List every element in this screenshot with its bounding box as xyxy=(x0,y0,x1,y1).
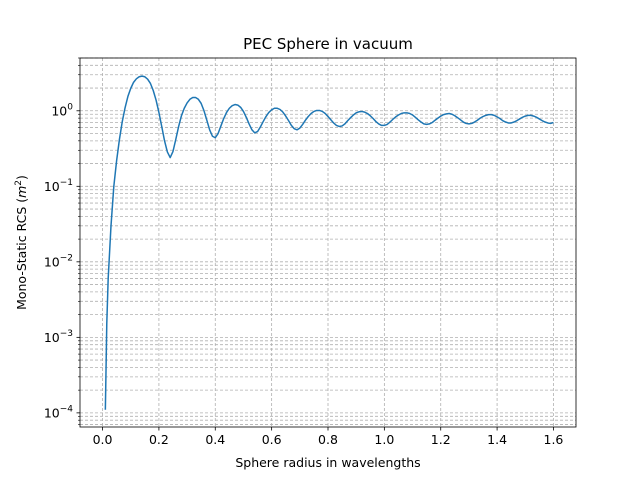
series-line-rcs xyxy=(104,75,554,410)
y-axis-label-unit: m xyxy=(14,186,29,198)
x-tick-label: 1.2 xyxy=(431,432,451,447)
plot-area xyxy=(104,75,554,410)
y-axis: 10−4 10−3 10−2 10−1 100 xyxy=(44,57,80,425)
y-axis-label-unit-exp: 2 xyxy=(14,180,24,186)
x-tick-label: 1.4 xyxy=(487,432,507,447)
y-axis-label-text: Mono-Static RCS xyxy=(14,207,29,310)
x-tick-label: 1.6 xyxy=(544,432,564,447)
x-tick-label: 0.2 xyxy=(149,432,169,447)
x-tick-label: 0.8 xyxy=(318,432,338,447)
x-tick-label: 0.4 xyxy=(205,432,225,447)
y-tick-label: 10−4 xyxy=(44,404,73,420)
x-axis-label: Sphere radius in wavelengths xyxy=(235,455,420,470)
y-axis-label: Mono-Static RCS (m2) xyxy=(14,175,29,310)
y-tick-label: 10−1 xyxy=(44,178,73,194)
x-axis: 0.0 0.2 0.4 0.6 0.8 1.0 1.2 1.4 1.6 xyxy=(93,427,564,447)
y-tick-label: 10−3 xyxy=(44,329,73,345)
x-tick-label: 0.0 xyxy=(93,432,113,447)
chart-title: PEC Sphere in vacuum xyxy=(243,35,413,53)
x-tick-label: 0.6 xyxy=(262,432,282,447)
y-tick-label: 10−2 xyxy=(44,253,73,269)
y-tick-label: 100 xyxy=(51,102,73,118)
x-tick-label: 1.0 xyxy=(374,432,394,447)
